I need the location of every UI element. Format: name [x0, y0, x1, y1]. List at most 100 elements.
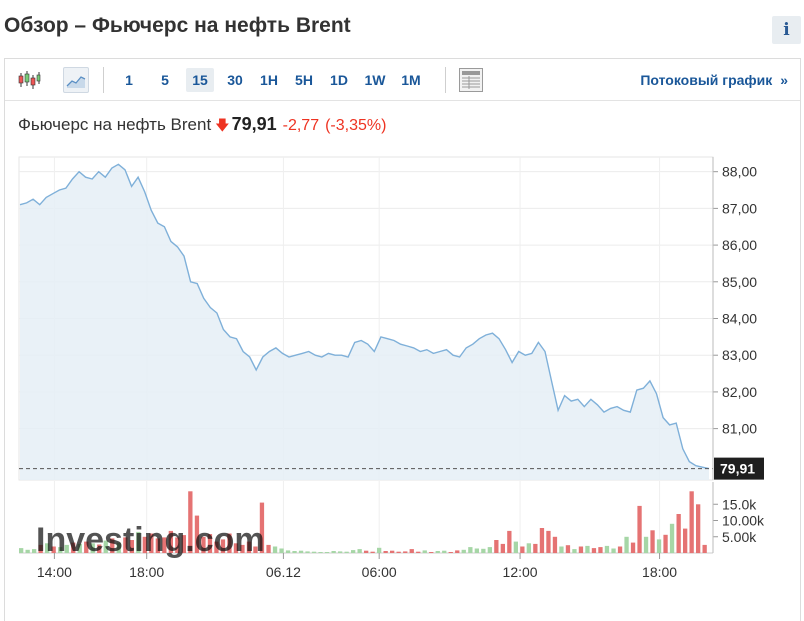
volume-bar	[357, 549, 362, 553]
volume-bar	[194, 515, 200, 553]
y-tick-label: 85,00	[722, 274, 757, 290]
interval-1[interactable]: 1	[125, 72, 133, 88]
interval-15[interactable]: 15	[186, 68, 214, 92]
volume-bar	[110, 538, 115, 553]
interval-1h[interactable]: 1H	[260, 72, 278, 88]
volume-bar	[175, 537, 180, 553]
volume-bar	[253, 546, 258, 553]
price-change-percent: (-3,35%)	[325, 117, 387, 134]
volume-bar	[220, 539, 226, 553]
volume-bar	[103, 540, 108, 553]
volume-bar	[246, 541, 252, 553]
volume-tick-label: 5.00k	[722, 529, 757, 545]
volume-bar	[526, 543, 531, 554]
x-tick-label: 14:00	[37, 564, 72, 580]
streaming-chart-link[interactable]: Потоковый график »	[640, 68, 788, 92]
page-title: Обзор – Фьючерс на нефть Brent	[4, 14, 351, 37]
volume-bar	[611, 548, 616, 553]
volume-bar	[324, 552, 330, 553]
x-tick-label: 12:00	[503, 564, 538, 580]
volume-bar	[643, 536, 649, 554]
interval-1w[interactable]: 1W	[364, 72, 386, 88]
toolbar-divider	[445, 67, 446, 93]
volume-bar	[292, 551, 297, 553]
volume-bar	[32, 549, 37, 553]
time-axis: 14:00 18:00 06.12 06:00 12:00 18:00	[37, 553, 677, 580]
volume-bar	[84, 541, 89, 553]
y-tick-label: 87,00	[722, 200, 757, 216]
price-axis: 81,00 82,00 83,00 84,00 85,00 86,00 87,00 88,00	[712, 157, 757, 480]
volume-bar	[487, 547, 492, 553]
volume-bar	[188, 491, 193, 554]
volume-bar	[214, 541, 219, 553]
candlestick-chart-icon[interactable]	[16, 67, 42, 93]
interval-1d[interactable]: 1D	[330, 72, 348, 88]
volume-bar	[162, 537, 167, 553]
volume-bar	[207, 534, 213, 553]
volume-bar	[129, 540, 134, 553]
volume-bar	[390, 550, 395, 553]
volume-bar	[25, 549, 30, 554]
watermark-logo: Investing.com	[36, 521, 265, 559]
volume-bar	[409, 549, 414, 553]
volume-bar	[481, 548, 486, 553]
price-line	[19, 163, 710, 470]
volume-bar	[624, 536, 629, 554]
volume-bar	[136, 531, 141, 553]
volume-bar	[201, 536, 206, 554]
price-change: -2,77	[282, 117, 320, 134]
volume-bar	[565, 545, 571, 553]
price-area-fill	[20, 164, 709, 481]
volume-bar	[598, 547, 603, 553]
volume-bar	[331, 551, 336, 553]
volume-bar	[507, 530, 512, 553]
x-tick-label: 18:00	[642, 564, 677, 580]
x-tick-label: 18:00	[129, 564, 164, 580]
info-button[interactable]: i	[772, 16, 801, 44]
interval-5[interactable]: 5	[161, 72, 169, 88]
volume-bar	[604, 545, 610, 553]
volume-bar	[149, 533, 154, 553]
volume-bar	[683, 528, 688, 553]
volume-bar	[227, 533, 232, 553]
volume-bar	[305, 551, 310, 553]
y-tick-label: 83,00	[722, 347, 757, 363]
volume-bar	[448, 552, 453, 553]
volume-bar	[383, 551, 388, 553]
volume-bar	[650, 530, 655, 554]
volume-bar	[637, 505, 642, 553]
volume-bar	[663, 534, 668, 553]
volume-bar	[90, 543, 95, 554]
y-tick-label: 88,00	[722, 164, 757, 180]
volume-bar	[585, 545, 590, 553]
interval-5h[interactable]: 5H	[295, 72, 313, 88]
volume-bar	[45, 543, 50, 554]
volume-bar	[513, 541, 518, 553]
volume-bar	[97, 544, 102, 553]
volume-bar	[64, 544, 69, 553]
interval-30[interactable]: 30	[227, 72, 243, 88]
interval-1m[interactable]: 1M	[401, 72, 421, 88]
instrument-name: Фьючерс на нефть Brent	[18, 115, 212, 134]
volume-bar	[377, 547, 382, 553]
volume-bar	[403, 551, 408, 553]
volume-bar	[38, 544, 43, 553]
table-icon[interactable]	[458, 67, 484, 93]
volume-bar	[338, 551, 343, 553]
volume-bar	[396, 551, 401, 553]
volume-bar	[58, 547, 63, 553]
volume-bar	[51, 546, 56, 553]
quote-line: Фьючерс на нефть Brent 🡇 79,91 -2,77 (-3,35%…	[18, 114, 392, 139]
volume-bar	[500, 543, 505, 553]
volume-bar	[364, 550, 369, 553]
volume-bar	[474, 548, 479, 553]
volume-bar	[546, 530, 551, 553]
volume-bar	[370, 551, 375, 553]
area-chart-icon[interactable]	[63, 67, 89, 93]
volume-bar	[318, 552, 323, 553]
volume-bar	[435, 551, 440, 553]
volume-bar	[259, 502, 265, 553]
volume-bar	[266, 544, 271, 553]
down-arrow-icon: 🡇	[215, 117, 230, 133]
